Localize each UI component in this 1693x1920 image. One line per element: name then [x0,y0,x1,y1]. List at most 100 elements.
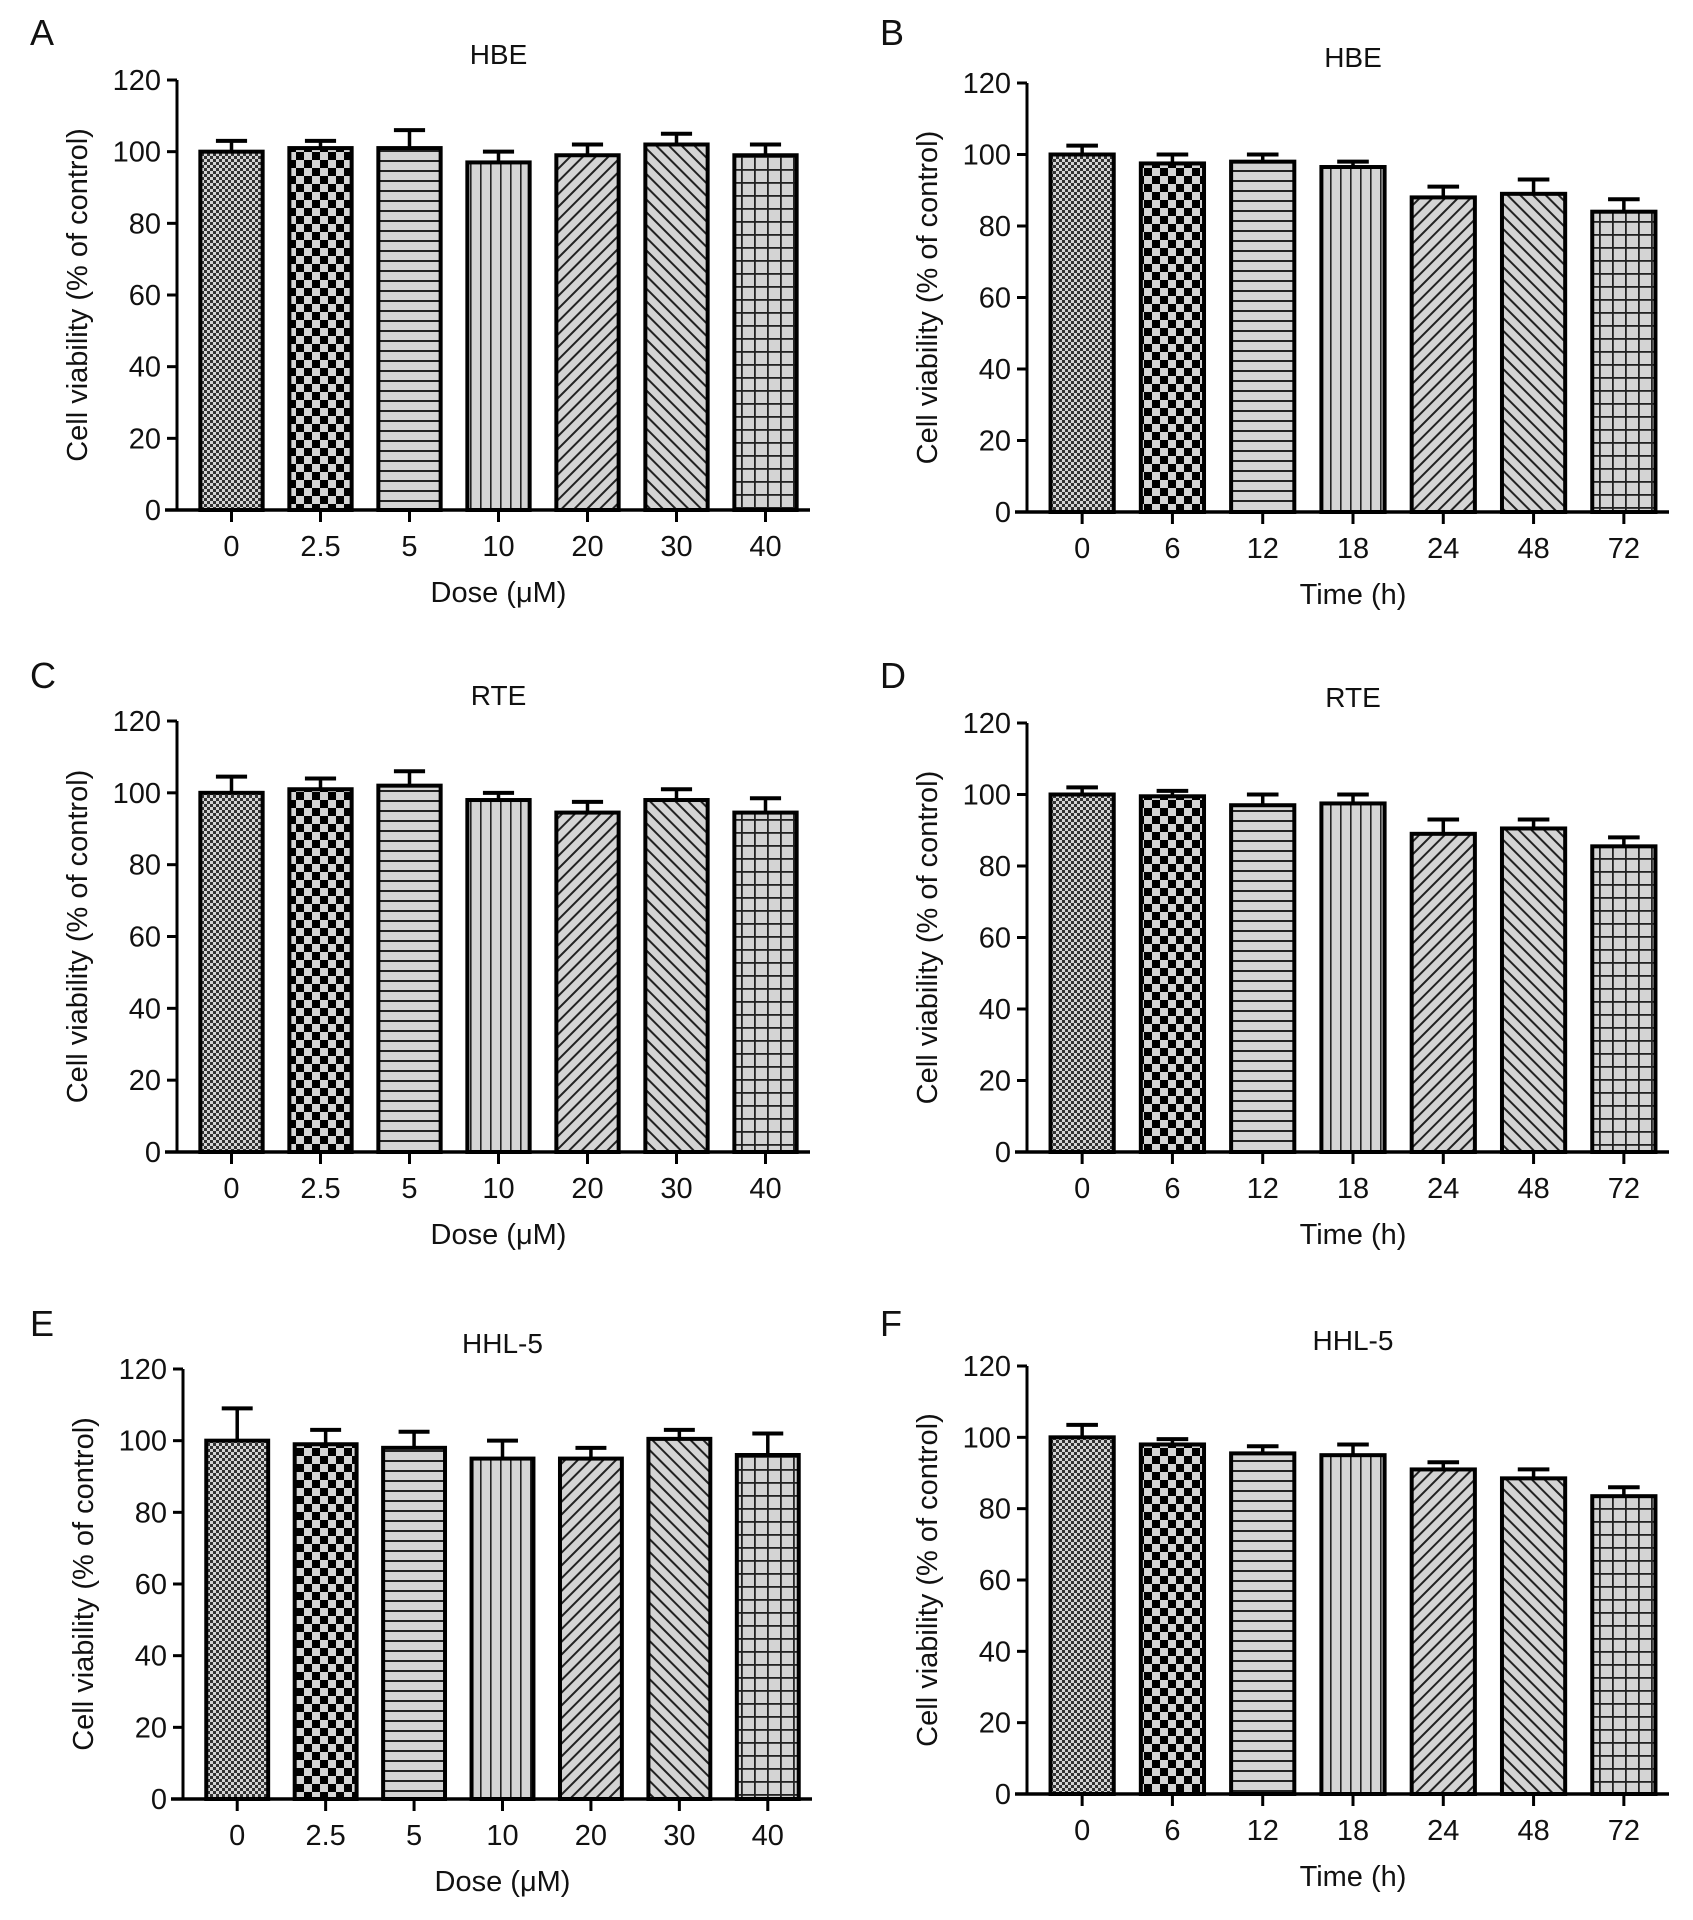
x-tick-label: 48 [1517,1173,1549,1205]
x-tick-label: 12 [1247,1815,1279,1847]
panel-letter: D [880,655,906,696]
y-tick-label: 20 [129,1065,161,1097]
x-tick-label: 0 [1074,1173,1090,1205]
bar [554,810,621,1155]
bar [734,1453,801,1801]
bar [643,798,710,1154]
y-tick-label: 60 [979,1565,1011,1597]
bar [204,1438,271,1801]
y-tick-label: 60 [979,283,1011,315]
y-tick-label: 20 [135,1712,167,1744]
bar [287,787,354,1154]
x-axis-title: Dose (μM) [431,577,567,609]
x-axis-title: Time (h) [1300,1861,1407,1893]
bar [1590,1494,1658,1797]
x-tick-label: 18 [1337,1815,1369,1847]
bar [469,1456,536,1802]
bar [732,153,799,512]
x-tick-label: 0 [223,1173,239,1205]
bar [1319,165,1387,514]
x-tick-label: 24 [1427,1815,1459,1847]
y-tick-label: 80 [135,1497,167,1529]
y-tick-label: 80 [979,851,1011,883]
x-tick-label: 30 [663,1820,695,1852]
y-tick-label: 60 [129,922,161,954]
x-tick-label: 5 [401,531,417,563]
bar [1319,801,1387,1154]
x-tick-label: 30 [660,531,692,563]
x-tick-label: 6 [1164,533,1180,565]
y-tick-label: 100 [963,1422,1011,1454]
x-tick-label: 18 [1337,1173,1369,1205]
y-tick-label: 100 [963,140,1011,172]
x-tick-label: 0 [1074,1815,1090,1847]
y-tick-label: 20 [979,426,1011,458]
bar [381,1445,448,1802]
x-tick-label: 24 [1427,1173,1459,1205]
bar [732,810,799,1155]
bar [1138,794,1207,1154]
x-axis-title: Dose (μM) [435,1866,571,1898]
bar [1138,1442,1207,1796]
y-tick-label: 120 [119,1354,167,1386]
bar [292,1442,359,1801]
y-tick-label: 40 [979,994,1011,1026]
bar [1138,161,1207,514]
x-tick-label: 20 [571,1173,603,1205]
y-tick-label: 120 [963,1351,1011,1383]
bar [557,1456,624,1802]
y-tick-label: 40 [129,352,161,384]
bar [1048,792,1116,1154]
y-tick-label: 100 [113,778,161,810]
x-tick-label: 5 [401,1173,417,1205]
x-axis-title: Time (h) [1300,579,1407,611]
chart-title: HHL-5 [462,1328,543,1359]
y-tick-label: 60 [135,1569,167,1601]
bar [646,1436,713,1801]
bar [1048,152,1116,514]
y-tick-label: 40 [129,993,161,1025]
y-tick-label: 20 [129,423,161,455]
y-tick-label: 0 [145,495,161,527]
y-tick-label: 80 [129,208,161,240]
x-tick-label: 40 [749,1173,781,1205]
x-tick-label: 72 [1608,533,1640,565]
x-tick-label: 5 [406,1820,422,1852]
bar [1048,1435,1116,1797]
bar [1409,195,1477,514]
bar [465,798,532,1154]
y-tick-label: 80 [979,211,1011,243]
y-tick-label: 40 [135,1641,167,1673]
y-tick-label: 0 [995,1779,1011,1811]
x-tick-label: 30 [660,1173,692,1205]
x-tick-label: 2.5 [300,1173,340,1205]
bar [1590,844,1658,1155]
x-tick-label: 72 [1608,1173,1640,1205]
panel-letter: F [880,1303,902,1344]
x-tick-label: 0 [1074,533,1090,565]
bar [376,783,443,1155]
bar [198,149,265,513]
y-tick-label: 0 [995,497,1011,529]
y-axis-title: Cell viability (% of control) [62,770,94,1104]
y-tick-label: 120 [113,706,161,738]
chart-title: HBE [470,39,528,70]
y-tick-label: 120 [113,65,161,97]
x-tick-label: 12 [1247,1173,1279,1205]
y-tick-label: 100 [963,780,1011,812]
x-tick-label: 10 [482,1173,514,1205]
y-tick-label: 80 [129,850,161,882]
x-tick-label: 24 [1427,533,1459,565]
bar [1409,1467,1477,1797]
x-tick-label: 48 [1517,1815,1549,1847]
x-tick-label: 6 [1164,1815,1180,1847]
y-tick-label: 0 [151,1784,167,1816]
chart-title: RTE [1325,682,1381,713]
